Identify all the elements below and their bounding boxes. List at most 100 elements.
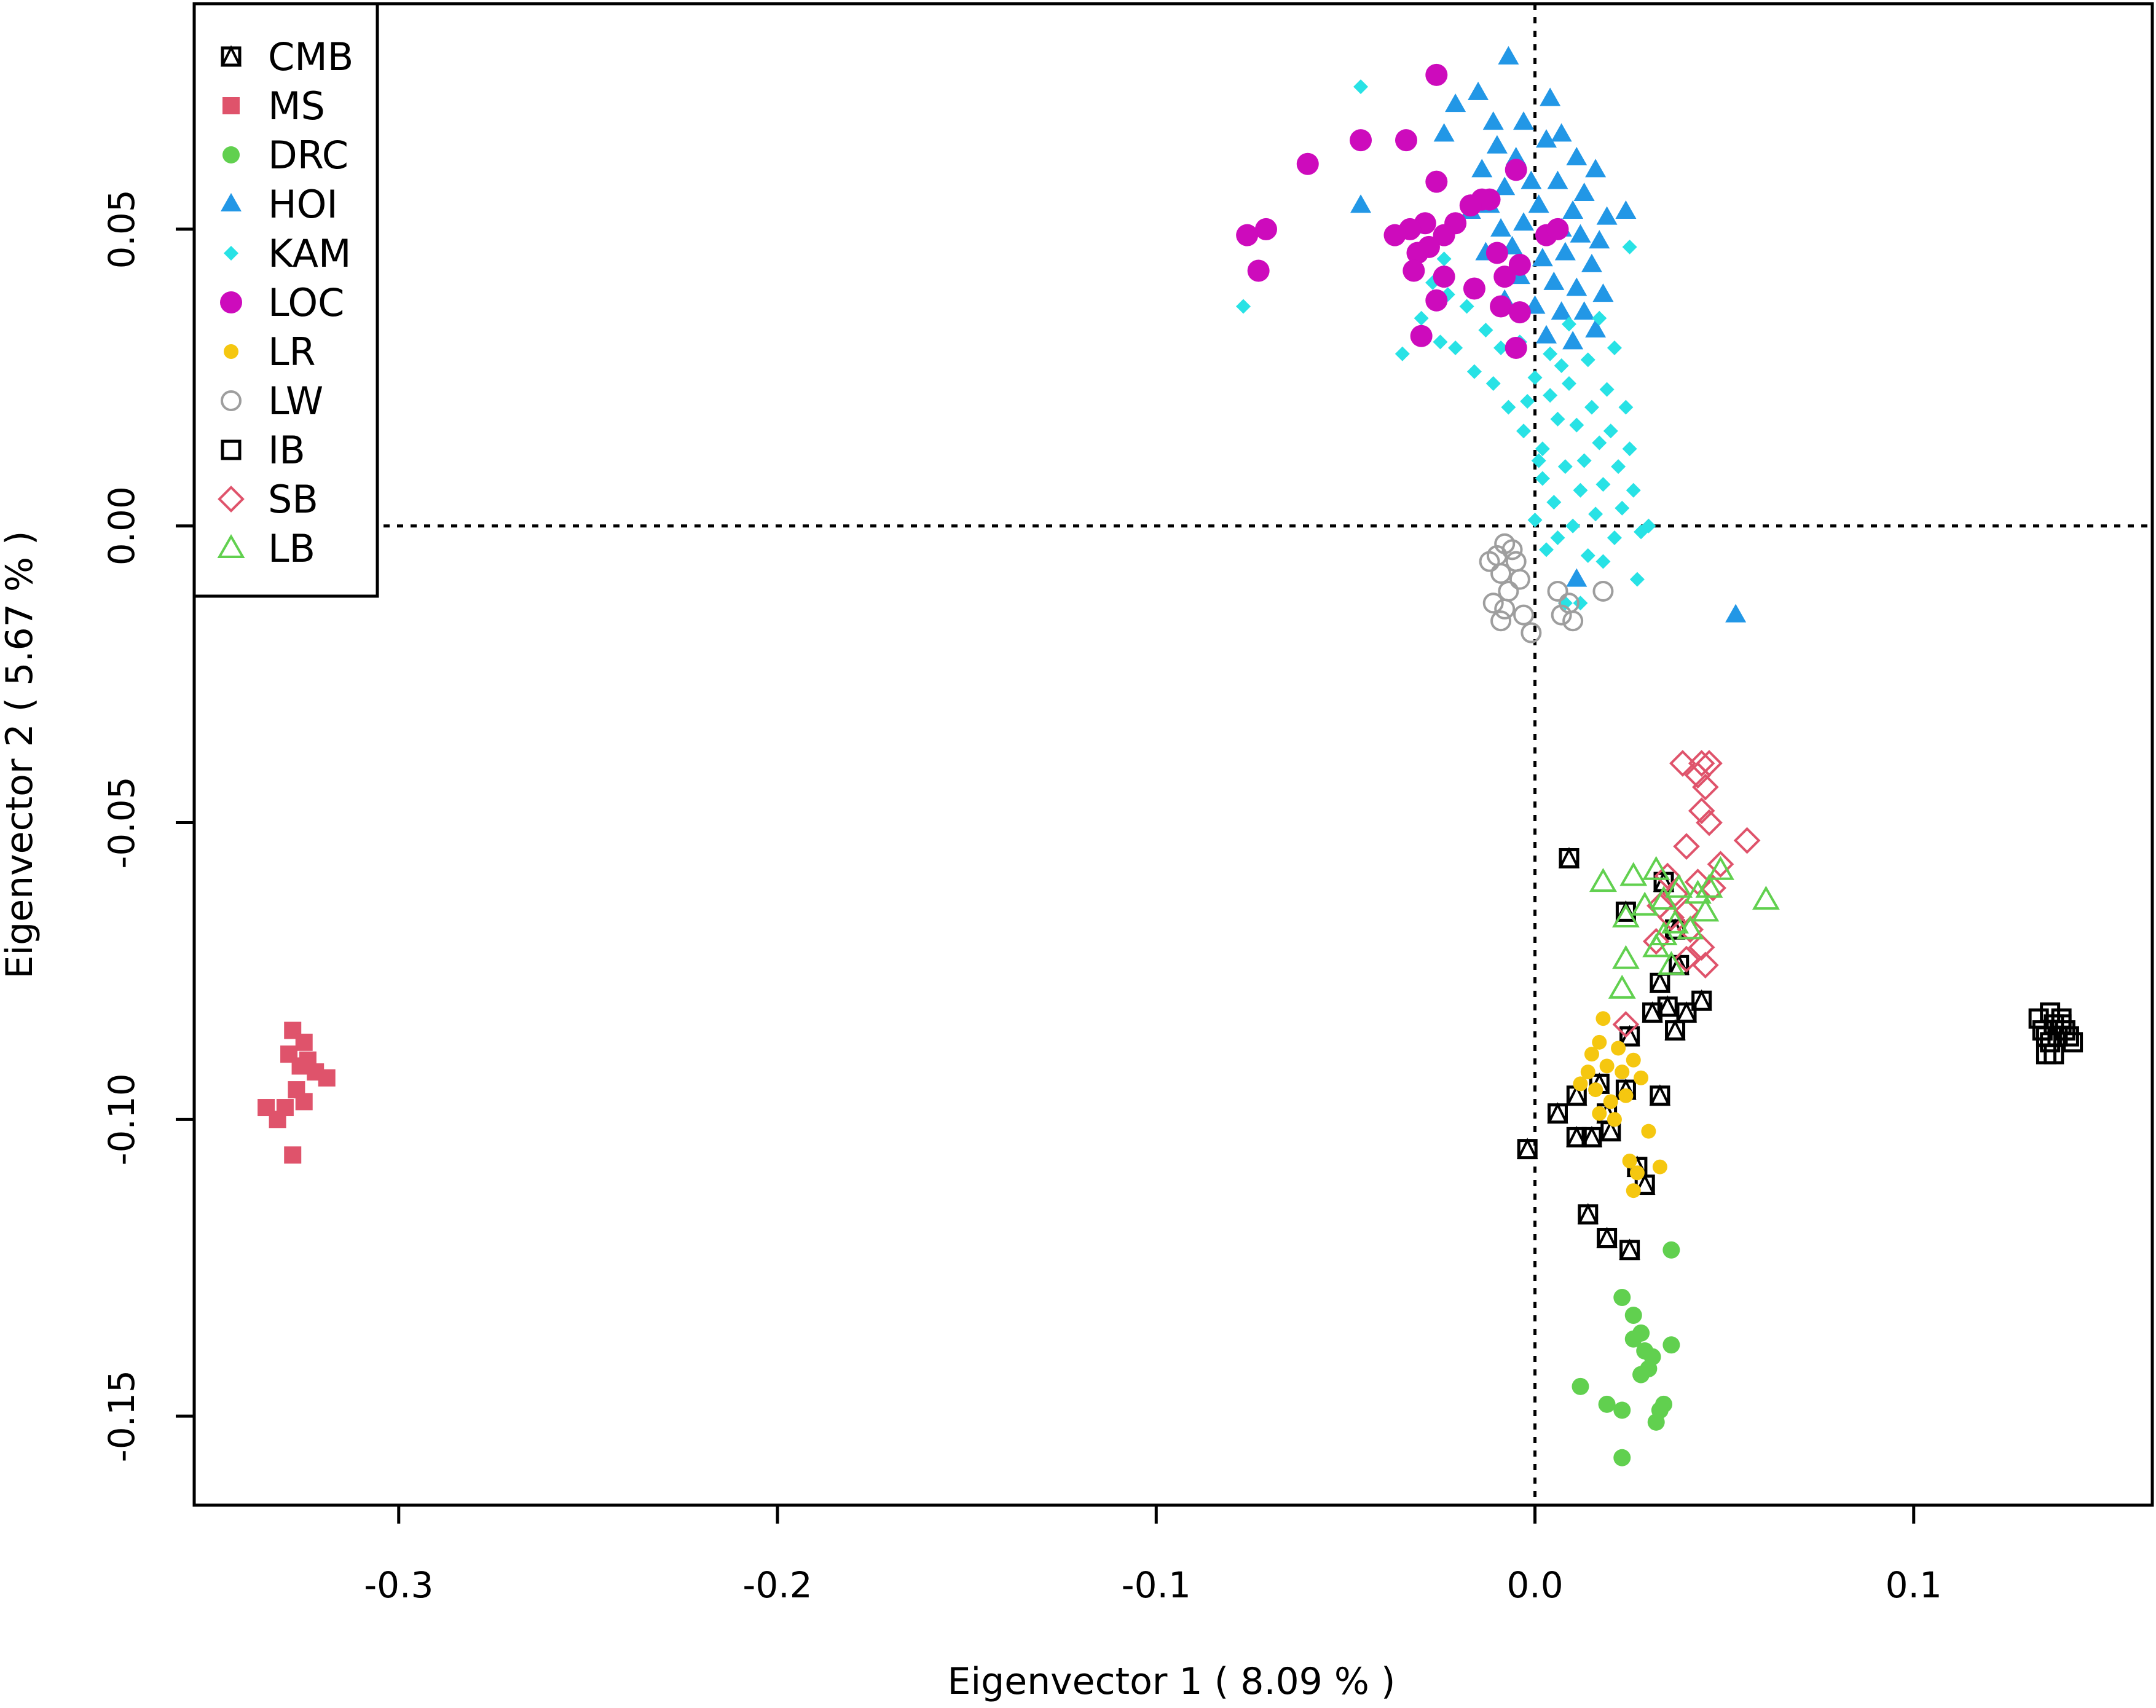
- point-sb: [1696, 809, 1723, 836]
- point-kam: [1557, 459, 1573, 474]
- point-cmb: [1656, 995, 1678, 1017]
- point-lw: [1490, 562, 1512, 584]
- point-loc: [1395, 129, 1417, 152]
- point-hoi: [1566, 568, 1587, 587]
- point-cmb: [1596, 1227, 1618, 1248]
- point-lr: [1584, 1047, 1599, 1062]
- point-lb: [1676, 915, 1704, 940]
- point-lb: [1684, 880, 1712, 904]
- point-kam: [1592, 310, 1607, 326]
- point-cmb: [1558, 847, 1580, 868]
- point-lb: [1665, 873, 1693, 898]
- point-kam: [1539, 542, 1554, 557]
- point-lb: [1661, 909, 1689, 934]
- point-kam: [1629, 572, 1645, 587]
- point-hoi: [1532, 248, 1553, 267]
- point-lr: [1573, 1076, 1588, 1092]
- point-hoi: [1562, 200, 1584, 219]
- legend-label: HOI: [268, 182, 338, 227]
- point-sb: [1688, 750, 1715, 777]
- point-lr: [1626, 1052, 1641, 1068]
- legend-marker-hoi: [221, 193, 242, 211]
- point-lb: [1657, 951, 1685, 975]
- point-kam: [1561, 317, 1576, 332]
- point-sb: [1673, 945, 1700, 973]
- point-kam: [1501, 399, 1516, 415]
- point-lw: [1513, 604, 1535, 626]
- point-kam: [1603, 423, 1618, 439]
- legend-marker-lw: [221, 390, 242, 411]
- point-hoi: [1513, 212, 1535, 231]
- point-drc: [1613, 1289, 1631, 1307]
- legend-marker-lb: [217, 533, 245, 558]
- legend-label: CMB: [268, 34, 353, 79]
- point-hoi: [1725, 604, 1747, 623]
- point-loc: [1433, 266, 1455, 288]
- point-ms: [295, 1093, 313, 1111]
- point-hoi: [1573, 301, 1595, 320]
- point-lb: [1650, 921, 1678, 946]
- point-kam: [1611, 459, 1626, 474]
- point-loc: [1425, 170, 1448, 193]
- point-ms: [295, 1033, 313, 1051]
- point-lw: [1521, 622, 1542, 643]
- point-kam: [1573, 482, 1588, 498]
- series-lb: [1589, 856, 1780, 999]
- x-tick-label: 0.0: [1506, 1564, 1563, 1606]
- x-tick-label: -0.1: [1122, 1564, 1191, 1606]
- point-kam: [1485, 376, 1501, 391]
- point-lb: [1707, 856, 1734, 880]
- x-tick-label: -0.3: [364, 1564, 433, 1606]
- point-kam: [1641, 518, 1656, 533]
- point-loc: [1463, 277, 1485, 300]
- point-kam: [1599, 382, 1615, 397]
- series-loc: [1236, 63, 1569, 360]
- legend-marker-sb: [218, 486, 245, 513]
- point-kam: [1561, 376, 1576, 391]
- point-loc: [1490, 295, 1513, 318]
- point-loc: [1254, 218, 1277, 240]
- point-loc: [1410, 325, 1433, 347]
- point-drc: [1662, 1336, 1680, 1354]
- x-tick-label: -0.2: [742, 1564, 812, 1606]
- point-sb: [1642, 927, 1670, 955]
- point-loc: [1383, 224, 1406, 246]
- point-lw: [1482, 592, 1504, 614]
- x-tick-label: 0.1: [1886, 1564, 1942, 1606]
- point-kam: [1520, 393, 1535, 409]
- legend-label: LB: [268, 526, 315, 571]
- point-kam: [1618, 399, 1634, 415]
- y-tick-label: 0.05: [101, 189, 143, 269]
- y-tick-label: -0.05: [101, 777, 143, 869]
- point-kam: [1535, 471, 1550, 486]
- legend-label: LOC: [268, 280, 344, 325]
- point-cmb: [1516, 1138, 1538, 1160]
- point-lw: [1592, 580, 1614, 602]
- point-lw: [1509, 569, 1530, 590]
- point-hoi: [1566, 147, 1587, 166]
- point-hoi: [1528, 194, 1549, 213]
- point-kam: [1448, 340, 1463, 356]
- point-cmb: [1547, 1102, 1568, 1124]
- point-drc: [1572, 1377, 1589, 1395]
- point-sb: [1612, 1011, 1640, 1038]
- legend-label: KAM: [268, 231, 351, 276]
- y-tick-label: 0.00: [101, 486, 143, 565]
- point-ms: [318, 1069, 336, 1087]
- point-kam: [1546, 495, 1562, 510]
- point-hoi: [1536, 325, 1557, 344]
- legend-item-ib: IB: [221, 428, 305, 473]
- point-lr: [1615, 1065, 1630, 1080]
- point-kam: [1580, 548, 1595, 564]
- point-lb: [1589, 868, 1617, 892]
- point-kam: [1414, 310, 1429, 326]
- point-hoi: [1498, 45, 1519, 65]
- point-hoi: [1445, 93, 1466, 112]
- point-hoi: [1562, 331, 1584, 350]
- reference-lines: [194, 4, 2152, 1505]
- point-cmb: [1664, 1019, 1686, 1041]
- legend-item-lr: LR: [224, 329, 316, 374]
- point-ms: [269, 1111, 286, 1128]
- point-hoi: [1573, 182, 1595, 201]
